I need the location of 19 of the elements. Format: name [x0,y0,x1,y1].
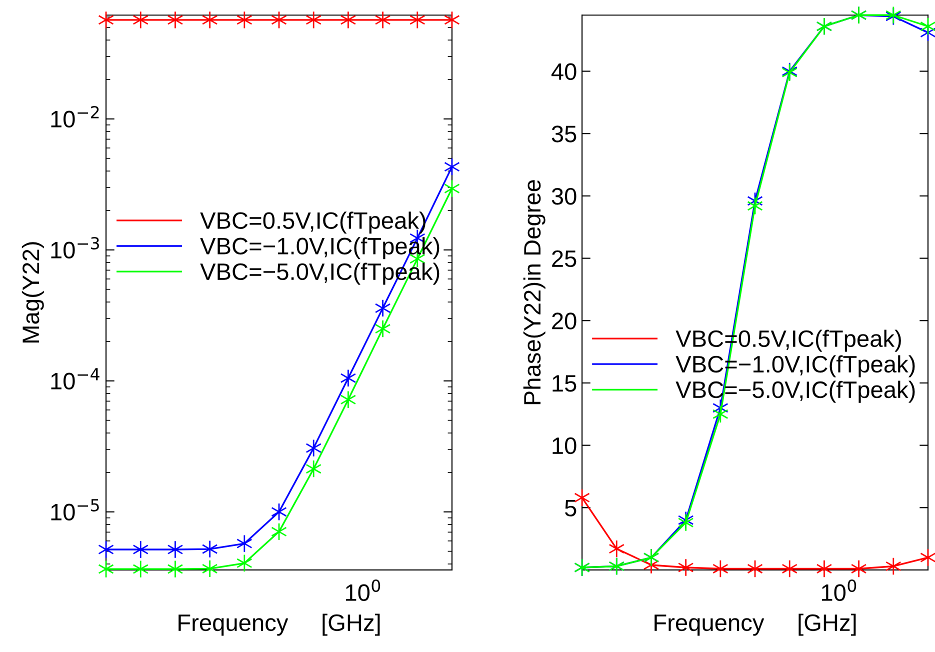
text: 10$^{0}$ [346,579,380,602]
text: 10$^{0}$ [822,579,856,602]
y-tick-label: 10$^{−2}$ [51,106,99,128]
y-axis-title: Mag(Y22) [22,242,44,342]
y-tick-label: 20 [552,312,576,330]
y-tick-label: 5 [564,500,576,516]
x-axis-title: Frequency [GHz] [654,614,856,636]
legend-label: VBC=0.5V,IC(fTpeak) [200,212,426,234]
x-axis-title: Frequency [GHz] [178,614,380,636]
y-tick-label: 10$^{−4}$ [51,368,100,390]
y-tick-label: 15 [552,375,576,392]
y-tick-label: 35 [552,126,576,142]
y-tick-label: 10$^{−5}$ [51,499,99,520]
y-tick-label: 10$^{−3}$ [51,236,99,259]
y-tick-label: 40 [551,63,576,80]
y-tick-label: 30 [552,188,576,205]
y-tick-label: 10 [552,437,576,454]
y-tick-label: 25 [552,250,576,268]
y-axis-title: Phase(Y22)in Degree [523,180,546,404]
